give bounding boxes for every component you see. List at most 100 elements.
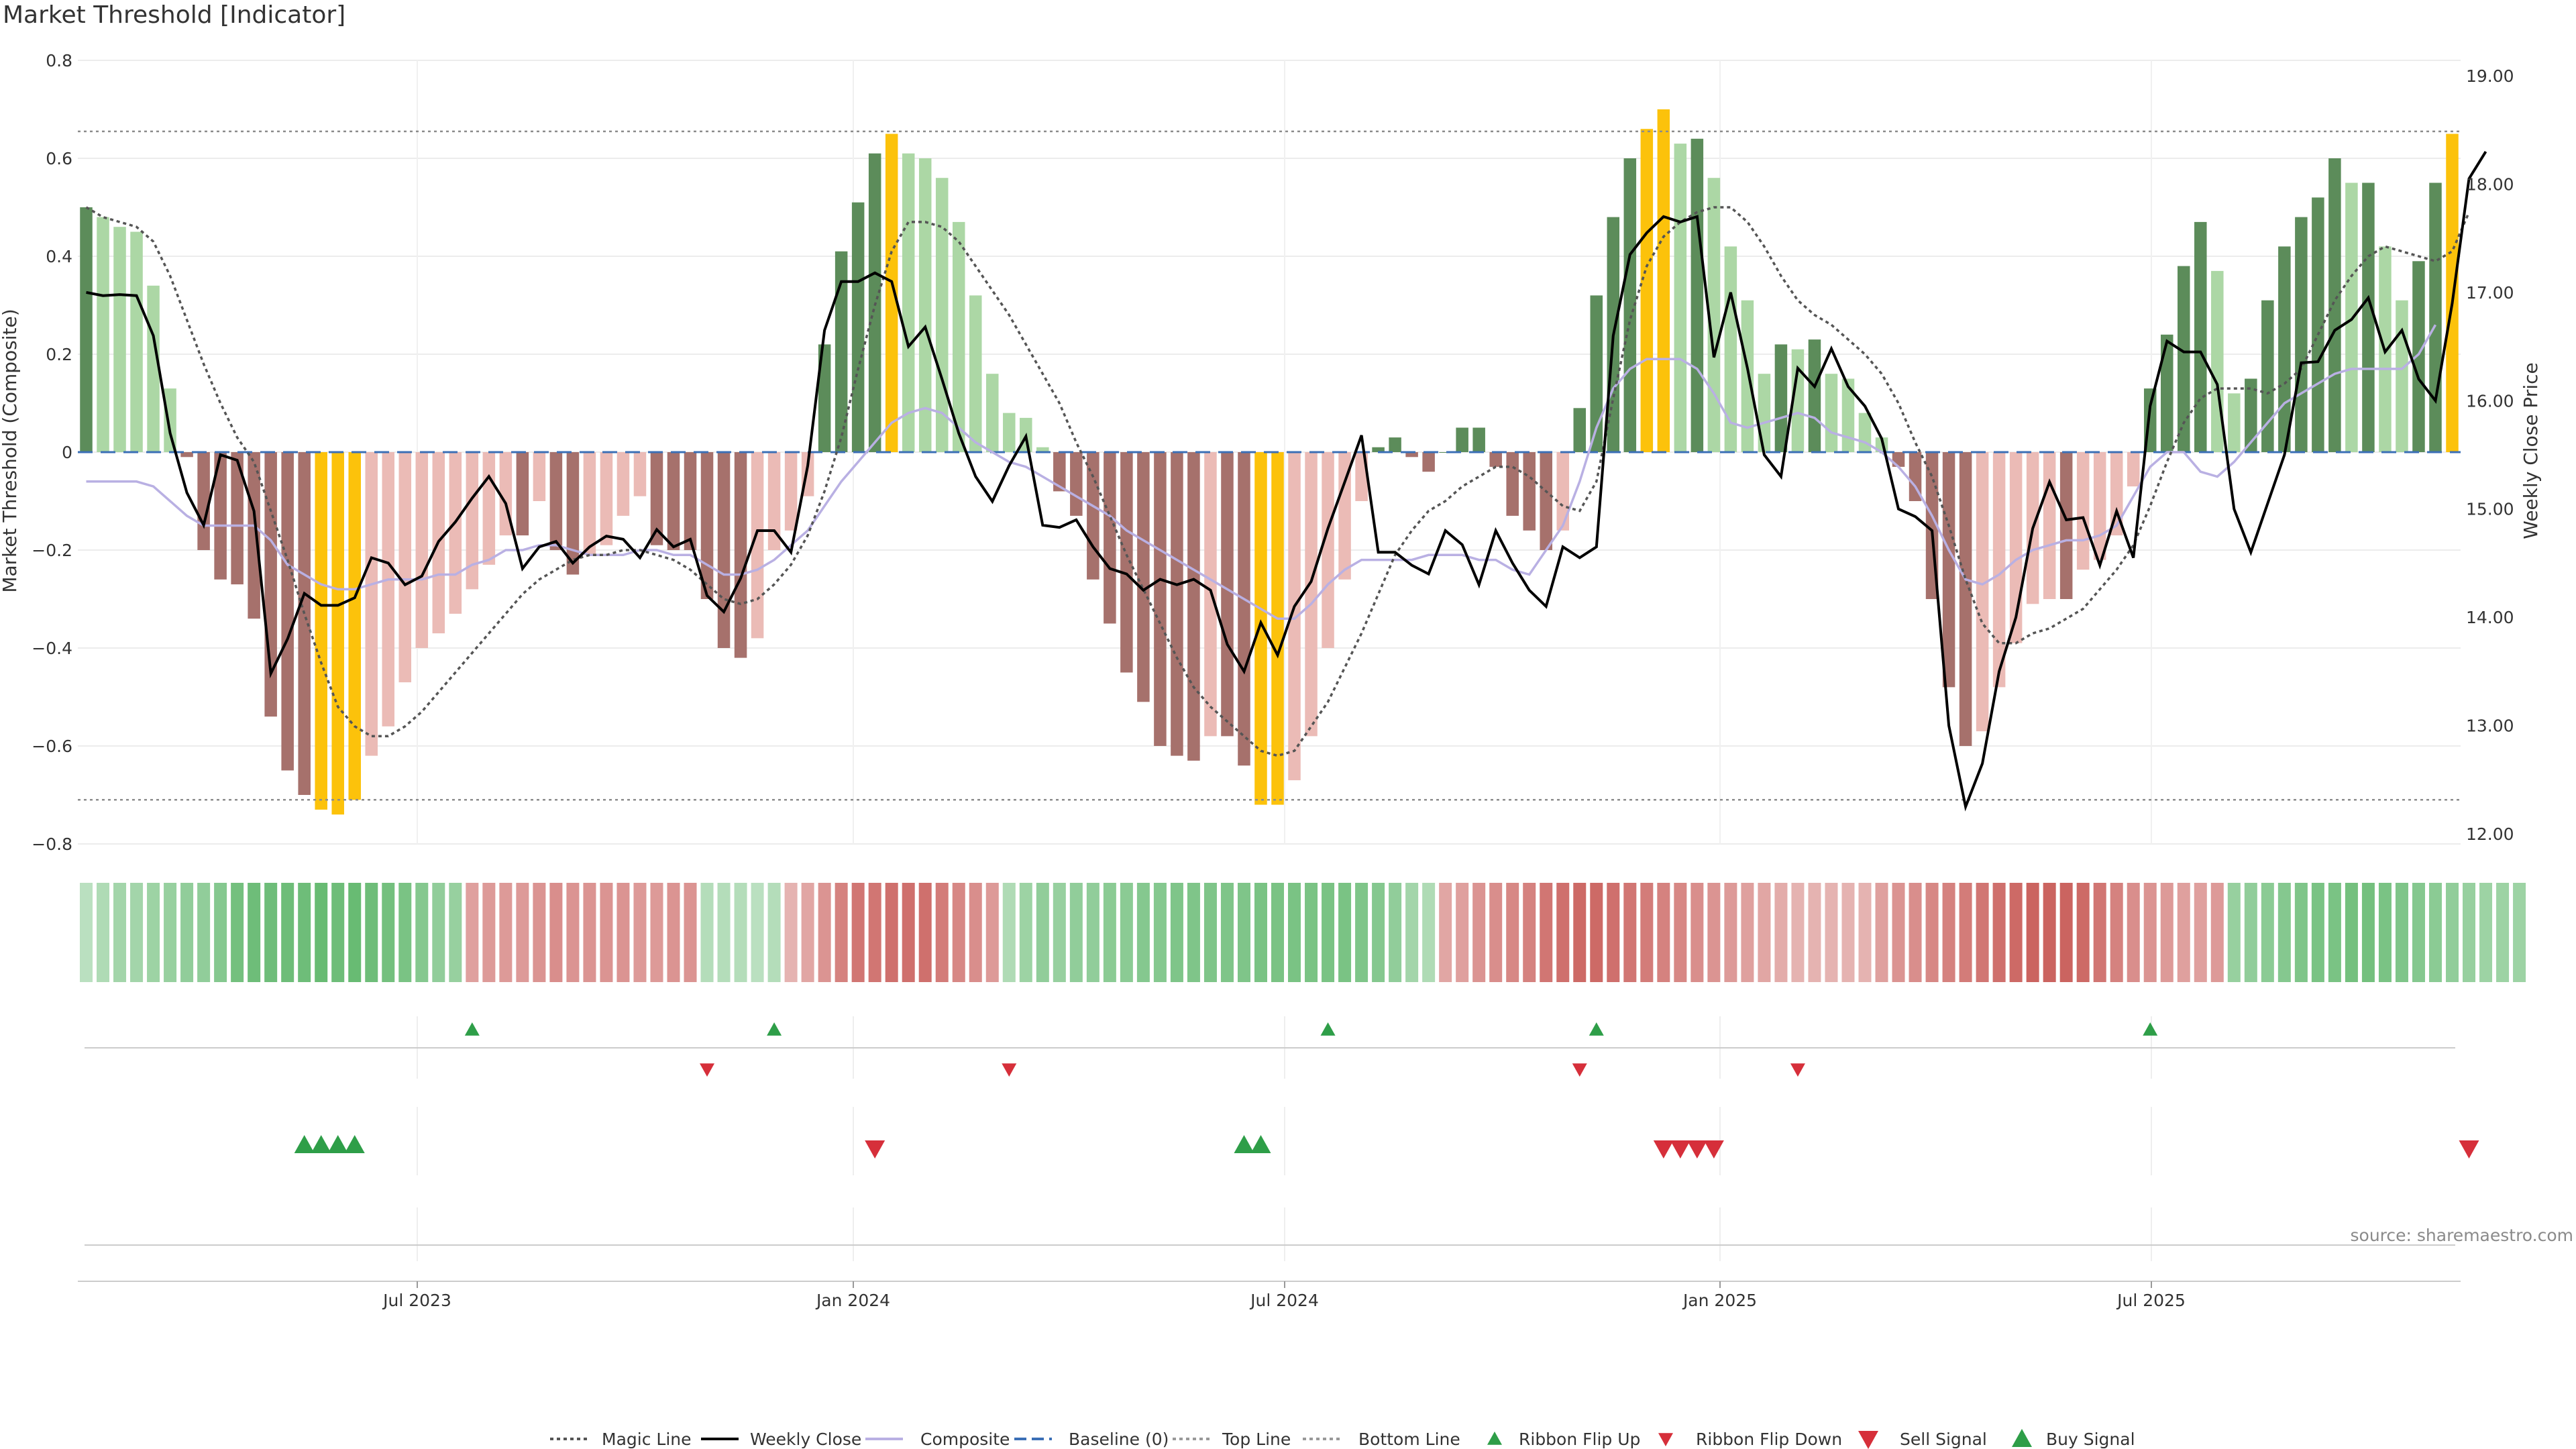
composite-bar	[986, 374, 999, 452]
composite-bar	[348, 452, 361, 800]
ribbon-cell	[734, 883, 747, 982]
y-axis-label-right: Weekly Close Price	[2520, 362, 2542, 539]
composite-bar	[835, 251, 848, 452]
composite-bar	[600, 452, 613, 545]
composite-bar	[2228, 393, 2241, 452]
buy-signal-marker	[327, 1135, 348, 1153]
ribbon-cell	[1170, 883, 1183, 982]
ribbon-cell	[2328, 883, 2341, 982]
composite-bar	[818, 344, 831, 452]
ribbon-cell	[97, 883, 110, 982]
composite-bar	[97, 217, 109, 452]
composite-bars	[80, 109, 2459, 815]
composite-bar	[2429, 182, 2442, 452]
composite-bar	[1540, 452, 1552, 550]
composite-bar	[1472, 427, 1485, 452]
ribbon-cell	[1556, 883, 1570, 982]
ribbon-cell	[1540, 883, 1553, 982]
composite-bar	[1087, 452, 1099, 580]
ribbon-cell	[818, 883, 831, 982]
ribbon-cell	[633, 883, 647, 982]
ribbon-cell	[1489, 883, 1503, 982]
ribbon-cell	[918, 883, 932, 982]
ribbon-cell	[1120, 883, 1133, 982]
ribbon-cell	[667, 883, 680, 982]
ribbon-cell	[2277, 883, 2291, 982]
ribbon-cell	[616, 883, 630, 982]
ribbon-cell	[1086, 883, 1099, 982]
composite-bar	[1489, 452, 1502, 467]
composite-bar	[1003, 413, 1016, 452]
ribbon-cell	[2160, 883, 2174, 982]
ribbon-cell	[1036, 883, 1049, 982]
composite-bar	[1171, 452, 1183, 756]
composite-bar	[1758, 374, 1771, 452]
ribbon-cell	[2143, 883, 2157, 982]
composite-bar	[549, 452, 563, 550]
ribbon-cell	[1573, 883, 1587, 982]
legend-item: Weekly Close	[701, 1430, 861, 1449]
legend-label: Ribbon Flip Down	[1696, 1430, 1842, 1449]
ribbon-cell	[248, 883, 261, 982]
ribbon-cell	[566, 883, 580, 982]
legend-label: Bottom Line	[1358, 1430, 1460, 1449]
composite-bar	[1825, 374, 1838, 452]
ribbon-flip-down-marker	[1790, 1063, 1805, 1077]
composite-bar	[130, 231, 143, 452]
composite-bar	[1590, 295, 1603, 452]
ribbon-cell	[1724, 883, 1737, 982]
ribbon-flip-up-marker	[464, 1022, 480, 1036]
composite-bar	[616, 452, 630, 516]
ribbon-cell	[348, 883, 362, 982]
buy-signal-marker	[294, 1135, 315, 1153]
buy-signal-marker	[344, 1135, 365, 1153]
ribbon-cell	[2261, 883, 2274, 982]
overlay-lines	[78, 130, 2487, 812]
composite-bar	[1674, 144, 1687, 452]
y-tick-label-right: 12.00	[2466, 824, 2514, 844]
ribbon-cell	[2110, 883, 2123, 982]
ribbon-cell	[1506, 883, 1519, 982]
ribbon-cell	[1858, 883, 1872, 982]
composite-bar	[2043, 452, 2056, 599]
ribbon-cell	[1909, 883, 1922, 982]
ribbon-cell	[2227, 883, 2241, 982]
legend-label: Sell Signal	[1900, 1430, 1987, 1449]
ribbon-cell	[1925, 883, 1939, 982]
ribbon-cell	[499, 883, 513, 982]
legend-swatch	[1658, 1433, 1673, 1446]
ribbon-cell	[717, 883, 731, 982]
y-tick-label-left: −0.2	[32, 541, 72, 560]
ribbon-cell	[2294, 883, 2308, 982]
ribbon-cell	[600, 883, 613, 982]
ribbon-cell	[1203, 883, 1217, 982]
chart-title: Market Threshold [Indicator]	[3, 1, 346, 29]
ribbon-cell	[1623, 883, 1637, 982]
ribbon-cell	[164, 883, 177, 982]
ribbon-cell	[2378, 883, 2392, 982]
sell-signal-marker	[2459, 1140, 2479, 1159]
composite-bar	[1036, 447, 1049, 452]
composite-bar	[667, 452, 680, 550]
composite-bar	[1187, 452, 1200, 761]
ribbon-cell	[700, 883, 714, 982]
ribbon-cell	[2210, 883, 2224, 982]
legend-label: Weekly Close	[750, 1430, 861, 1449]
composite-bar	[1657, 109, 1670, 452]
ribbon-cell	[1389, 883, 1402, 982]
ribbon-flip-up-marker	[1589, 1022, 1604, 1036]
composite-bar	[918, 158, 932, 452]
y-tick-label-left: −0.4	[32, 639, 72, 658]
composite-bar	[2396, 300, 2408, 452]
y-tick-label-right: 13.00	[2466, 716, 2514, 736]
composite-bar	[902, 153, 915, 452]
composite-bar	[751, 452, 764, 639]
composite-bar	[2328, 158, 2341, 452]
composite-line	[86, 324, 2437, 620]
ribbon-cell	[281, 883, 294, 982]
y-tick-label-left: 0	[62, 443, 72, 462]
ribbon-cell	[1271, 883, 1285, 982]
y-tick-label-left: 0.4	[46, 247, 72, 266]
composite-bar	[264, 452, 277, 717]
ribbon-cell	[935, 883, 949, 982]
